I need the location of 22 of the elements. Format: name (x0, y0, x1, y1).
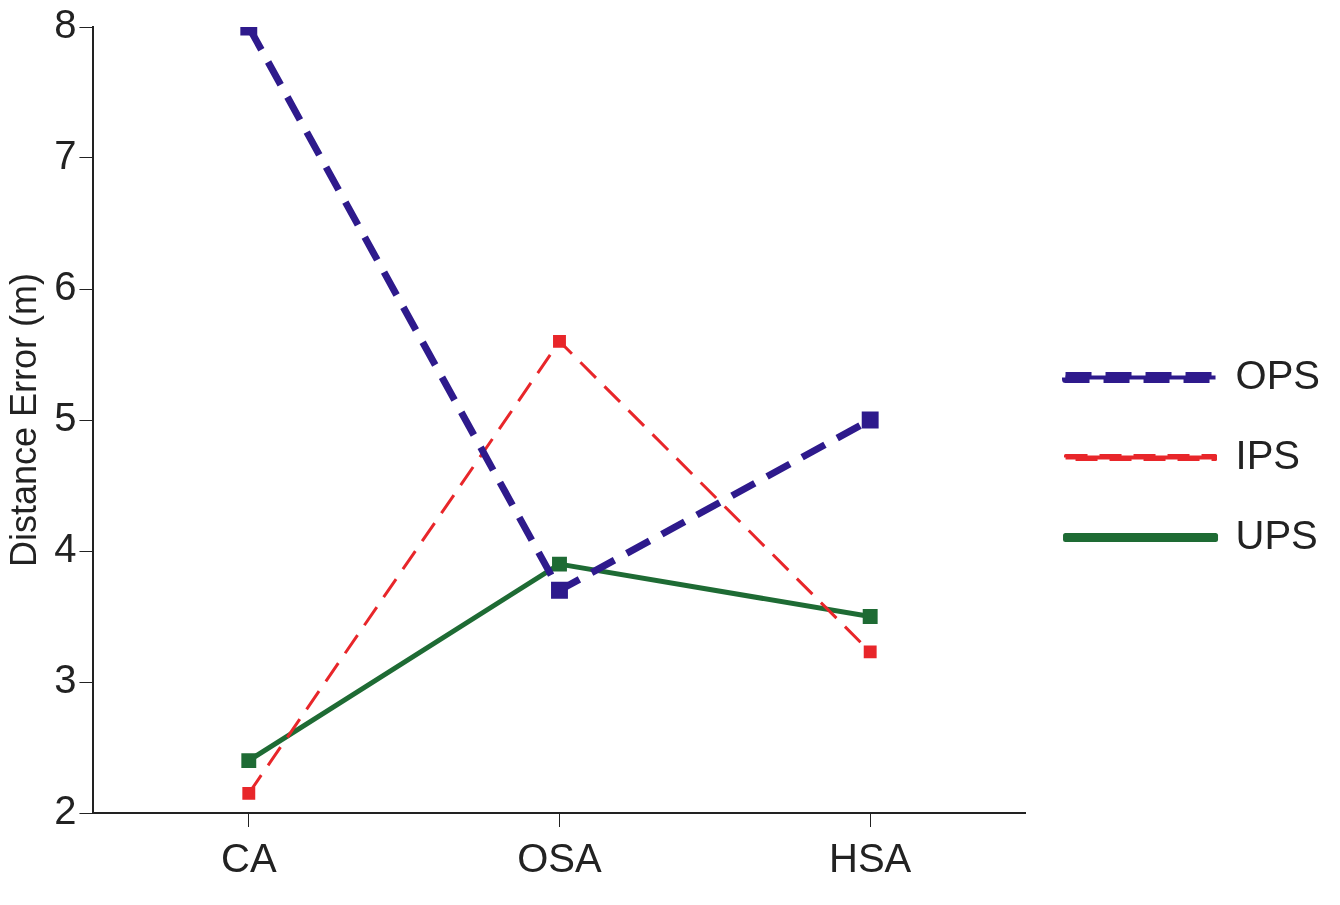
y-tick-label: 3 (54, 657, 77, 702)
x-tick-label: HSA (829, 836, 912, 881)
point (241, 753, 257, 769)
point (552, 556, 567, 572)
point (861, 411, 879, 429)
point (863, 645, 877, 659)
point (553, 334, 566, 348)
y-tick-label: 7 (54, 133, 77, 178)
point (551, 581, 568, 599)
legend-label: IPS (1235, 432, 1301, 477)
y-tick-label: 5 (54, 395, 77, 440)
x-tick-label: CA (221, 836, 277, 881)
x-tick-label: OSA (517, 836, 603, 881)
y-tick-label: 8 (54, 2, 77, 47)
y-axis-title: Distance Error (m) (2, 272, 44, 568)
legend-label: OPS (1235, 352, 1321, 397)
y-tick-label: 6 (54, 264, 77, 309)
point (862, 609, 878, 624)
point (242, 786, 256, 800)
legend-label: UPS (1235, 512, 1318, 557)
y-tick-label: 2 (54, 788, 77, 833)
y-tick-label: 4 (54, 526, 77, 571)
